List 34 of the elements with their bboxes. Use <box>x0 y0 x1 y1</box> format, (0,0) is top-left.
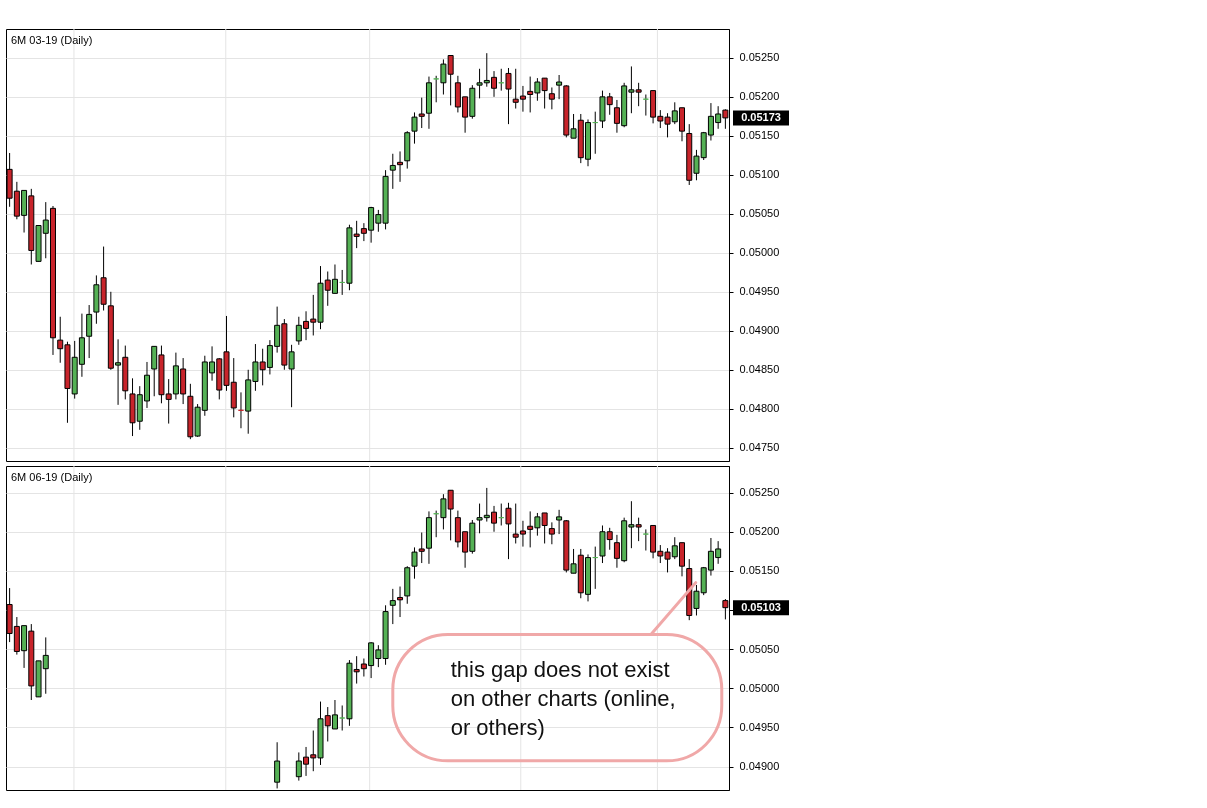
y-tick-label: 0.04950 <box>739 285 780 298</box>
y-tick-label: 0.05150 <box>739 129 780 142</box>
y-tick-label: 0.04900 <box>739 324 780 337</box>
y-tick-label: 0.05250 <box>739 486 780 499</box>
candlestick <box>505 502 512 560</box>
y-tick-label: 0.04800 <box>739 402 780 415</box>
chart-title: 6M 06-19 (Daily) <box>11 471 93 483</box>
y-tick-label: 0.05150 <box>739 564 780 577</box>
candlestick <box>548 86 555 110</box>
chart-title: 6M 03-19 (Daily) <box>11 34 93 46</box>
y-tick-label: 0.05250 <box>739 51 780 64</box>
candlestick <box>642 528 649 552</box>
text: 0.05173 <box>741 110 781 123</box>
y-tick-label: 0.05100 <box>739 168 780 181</box>
y-tick-label: 0.05000 <box>739 246 780 259</box>
candlestick <box>86 304 93 359</box>
y-tick-label: 0.04850 <box>739 363 780 376</box>
candlestick <box>274 741 281 789</box>
y-tick-label: 0.05050 <box>739 207 780 220</box>
y-tick-label: 0.04750 <box>739 441 780 454</box>
y-tick-label: 0.05200 <box>739 90 780 103</box>
y-tick-label: 0.05050 <box>739 642 780 655</box>
y-tick-label: 0.05000 <box>739 681 780 694</box>
candlestick <box>389 588 396 625</box>
candlestick <box>505 67 512 125</box>
annotation: this gap does not exist on other charts (online, or others) <box>450 657 676 741</box>
y-tick-label: 0.04900 <box>739 760 780 773</box>
candlestick <box>397 586 404 618</box>
y-tick-label: 0.04950 <box>739 720 780 733</box>
candlestick <box>389 153 396 190</box>
candlestick <box>397 150 404 183</box>
y-tick-label: 0.05200 <box>739 525 780 538</box>
candlestick <box>548 521 555 545</box>
text: 0.05103 <box>741 600 781 613</box>
